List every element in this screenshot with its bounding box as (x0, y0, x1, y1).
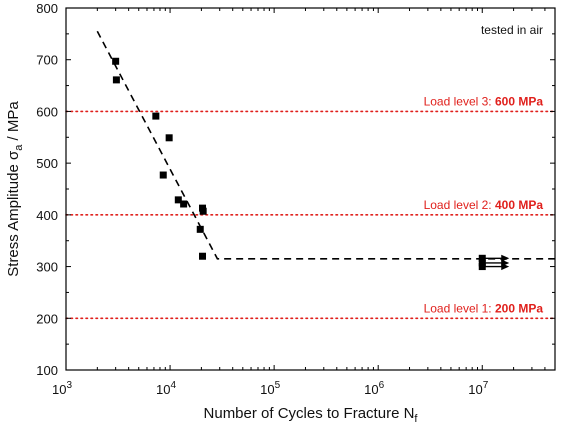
plot-frame (65, 7, 556, 371)
x-tick-base: 10 (260, 382, 274, 397)
y-axis-title-suffix: / MPa (5, 101, 22, 145)
reference-line-label-prefix: Load level 2: (424, 198, 495, 212)
runout-arrow-head (501, 263, 510, 271)
y-axis-title-subscript: a (13, 144, 25, 151)
reference-line-label-prefix: Load level 1: (424, 301, 495, 315)
y-axis-title-main: Stress Amplitude σ (5, 150, 22, 277)
y-tick-label: 700 (36, 53, 58, 68)
reference-line-label: Load level 1: 200 MPa (424, 301, 544, 315)
x-tick-base: 10 (468, 382, 482, 397)
reference-line-label: Load level 2: 400 MPa (424, 198, 544, 212)
reference-line-label: Load level 3: 600 MPa (424, 94, 544, 108)
x-axis-title-subscript: f (414, 413, 418, 425)
data-points (112, 57, 486, 271)
x-tick-label: 104 (156, 380, 176, 397)
y-axis-title: Stress Amplitude σa / MPa (5, 101, 25, 277)
y-tick-label: 400 (36, 208, 58, 223)
x-tick-exponent: 3 (66, 380, 72, 391)
reference-lines: Load level 3: 600 MPa Load level 2: 400 M… (65, 94, 556, 320)
y-tick-label: 300 (36, 260, 58, 275)
x-axis-title-main: Number of Cycles to Fracture N (204, 405, 415, 422)
data-point (180, 200, 188, 208)
x-tick-label: 103 (52, 380, 72, 397)
x-tick-base: 10 (364, 382, 378, 397)
data-point (196, 225, 204, 233)
x-tick-label: 106 (364, 380, 384, 397)
x-tick-base: 10 (52, 382, 66, 397)
runout-arrows (485, 254, 510, 271)
data-point (152, 112, 160, 120)
y-tick-label: 600 (36, 104, 58, 119)
reference-line-value: 400 MPa (495, 198, 543, 212)
y-tick-label: 800 (36, 1, 58, 16)
data-point (199, 207, 207, 215)
y-tick-label: 500 (36, 156, 58, 171)
fit-line-group (96, 30, 555, 260)
annotation: tested in air (481, 23, 543, 37)
data-point (478, 254, 486, 262)
x-tick-exponent: 4 (171, 380, 177, 391)
data-point (199, 252, 207, 260)
x-tick-label: 105 (260, 380, 280, 397)
data-point (478, 259, 486, 267)
y-tick-label: 100 (36, 363, 58, 378)
x-tick-label: 107 (468, 380, 488, 397)
fit-line (96, 30, 555, 260)
data-point (159, 171, 167, 179)
x-tick-base: 10 (156, 382, 170, 397)
reference-line-label-prefix: Load level 3: (424, 94, 495, 108)
data-point (478, 263, 486, 271)
data-point (112, 76, 120, 84)
x-tick-exponent: 5 (275, 380, 281, 391)
data-point (165, 134, 173, 142)
runout-arrow-head (501, 254, 510, 262)
reference-line-value: 200 MPa (495, 301, 543, 315)
reference-line-value: 600 MPa (495, 94, 543, 108)
x-tick-exponent: 7 (483, 380, 489, 391)
x-tick-exponent: 6 (379, 380, 385, 391)
data-point (174, 196, 182, 204)
x-axis-title: Number of Cycles to Fracture Nf (204, 405, 419, 425)
y-tick-label: 200 (36, 311, 58, 326)
data-point (112, 57, 120, 65)
axes (65, 7, 556, 371)
